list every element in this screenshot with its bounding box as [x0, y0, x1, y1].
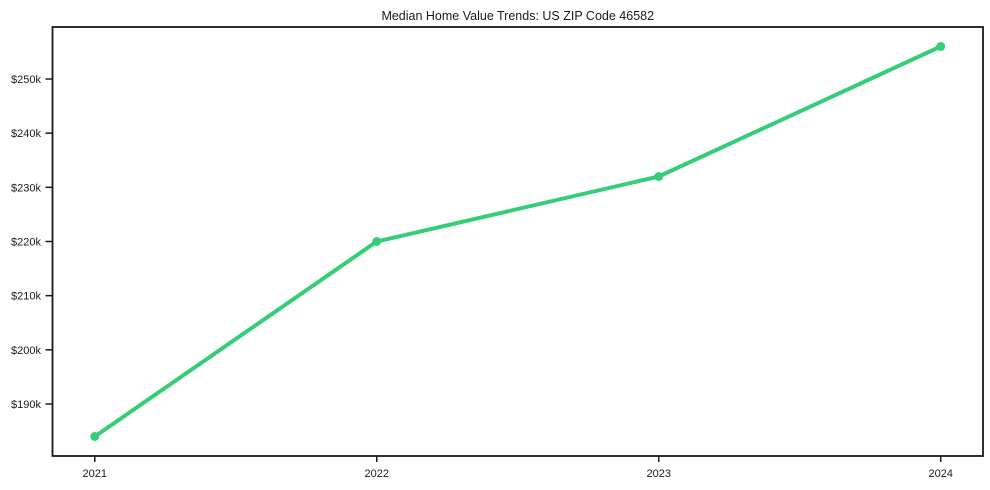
y-tick-label: $220k: [11, 237, 41, 249]
x-tick-label: 2021: [83, 468, 107, 480]
y-tick-label: $210k: [11, 291, 41, 303]
x-tick-label: 2024: [928, 468, 952, 480]
data-point-2024: [936, 42, 946, 51]
y-tick-label: $190k: [11, 399, 41, 411]
x-tick-label: 2022: [365, 468, 389, 480]
data-point-2022: [372, 237, 382, 246]
y-tick-label: $230k: [11, 182, 41, 194]
chart-title: Median Home Value Trends: US ZIP Code 46…: [381, 9, 654, 23]
y-tick-label: $240k: [11, 128, 41, 140]
trend-line-series: [90, 42, 946, 441]
y-tick-label: $200k: [11, 345, 41, 357]
axes-layer: $190k $200k $210k $220k $230k $240k $250k 2021 2…: [11, 26, 984, 480]
data-point-2023: [654, 172, 664, 181]
y-tick-label: $250k: [11, 74, 41, 86]
trend-line: [92, 44, 943, 439]
data-point-2021: [90, 432, 100, 441]
x-tick-label: 2023: [646, 468, 670, 480]
